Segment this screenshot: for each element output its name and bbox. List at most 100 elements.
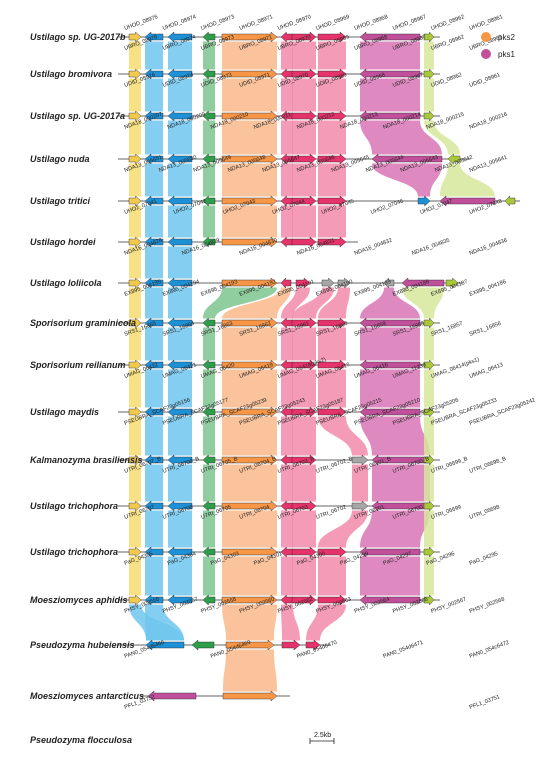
homology-band xyxy=(318,78,346,112)
gene-arrow xyxy=(291,454,317,466)
species-name: Sporisorium graminicola xyxy=(30,318,136,328)
gene-arrow xyxy=(317,153,347,165)
homology-band xyxy=(168,205,192,238)
homology-band xyxy=(203,556,215,596)
homology-band xyxy=(318,369,346,408)
gene-arrow xyxy=(291,359,317,371)
homology-band xyxy=(168,464,192,502)
gene-arrow xyxy=(202,454,216,466)
gene-locus-tag: UHOD_08970 xyxy=(277,14,312,32)
gene-arrow xyxy=(202,110,216,122)
scale-bar: 2.5kb xyxy=(309,732,335,744)
gene-arrow xyxy=(423,500,435,512)
homology-band xyxy=(292,556,316,596)
homology-band xyxy=(223,649,277,692)
gene-arrow xyxy=(423,31,435,43)
homology-band xyxy=(129,246,141,279)
homology-band xyxy=(318,510,368,548)
homology-band xyxy=(222,556,277,596)
homology-band xyxy=(281,556,293,596)
species-name: Ustilago hordei xyxy=(30,237,96,247)
homology-band xyxy=(360,369,420,408)
legend-swatch-pks2 xyxy=(481,32,491,42)
homology-band xyxy=(222,369,277,408)
homology-band xyxy=(281,205,293,238)
gene-locus-tag: PaG_04295 xyxy=(469,551,499,567)
homology-band xyxy=(306,604,346,641)
homology-band xyxy=(318,205,346,238)
gene-arrow xyxy=(359,546,421,558)
gene-arrow xyxy=(144,317,164,329)
homology-band xyxy=(145,287,163,319)
homology-band xyxy=(129,287,141,319)
homology-band xyxy=(360,510,430,548)
homology-band xyxy=(168,163,192,197)
homology-band xyxy=(129,510,141,548)
gene-arrow xyxy=(144,277,164,289)
gene-arrow xyxy=(317,594,347,606)
homology-band xyxy=(292,327,316,361)
gene-arrow xyxy=(401,277,445,289)
homology-band xyxy=(203,163,215,197)
gene-arrow xyxy=(144,153,164,165)
homology-band xyxy=(292,369,316,408)
gene-arrow xyxy=(423,406,435,418)
homology-band xyxy=(129,205,141,238)
gene-arrow xyxy=(447,153,461,165)
gene-arrow xyxy=(128,500,142,512)
gene-arrow xyxy=(202,546,216,558)
homology-band xyxy=(129,41,141,70)
gene-arrow xyxy=(144,68,164,80)
gene-arrow xyxy=(144,359,164,371)
gene-arrow xyxy=(291,594,317,606)
homology-band xyxy=(129,416,141,456)
species-name: Ustilago loliicola xyxy=(30,278,102,288)
gene-locus-tag: PSEUBRA_SCAF23g05233 xyxy=(430,397,498,426)
gene-arrow xyxy=(221,454,278,466)
gene-arrow xyxy=(202,153,216,165)
gene-arrow xyxy=(167,277,193,289)
homology-band xyxy=(145,120,163,155)
homology-band xyxy=(203,120,215,155)
homology-band xyxy=(203,41,215,70)
homology-band xyxy=(292,287,334,319)
gene-arrow xyxy=(128,153,142,165)
gene-arrow xyxy=(221,594,278,606)
homology-band xyxy=(281,163,293,197)
gene-arrow xyxy=(202,195,216,207)
homology-band xyxy=(318,556,346,596)
homology-band xyxy=(168,369,192,408)
gene-arrow xyxy=(167,68,193,80)
homology-band xyxy=(360,327,420,361)
gene-arrow xyxy=(128,68,142,80)
gene-arrow xyxy=(371,454,431,466)
gene-locus-tag: NDA16_004836 xyxy=(469,238,508,257)
gene-locus-tag: UHOD_08961 xyxy=(469,14,504,32)
homology-band xyxy=(424,416,434,456)
gene-arrow xyxy=(202,406,216,418)
gene-arrow xyxy=(221,236,278,248)
gene-locus-tag: UHOD_08967 xyxy=(392,14,427,32)
gene-locus-tag: UHOD_08968 xyxy=(354,14,389,32)
gene-locus-tag: UDID_08961 xyxy=(469,72,501,89)
homology-band xyxy=(292,464,316,502)
gene-arrow xyxy=(167,317,193,329)
gene-arrow xyxy=(128,195,142,207)
homology-band xyxy=(222,327,277,361)
homology-band xyxy=(203,464,215,502)
gene-arrow xyxy=(371,500,431,512)
homology-band xyxy=(281,416,293,456)
homology-band xyxy=(203,510,215,548)
gene-arrow xyxy=(167,195,193,207)
homology-band xyxy=(292,41,316,70)
gene-arrow xyxy=(291,546,317,558)
homology-band xyxy=(129,464,141,502)
gene-arrow xyxy=(305,639,321,651)
homology-band xyxy=(129,78,141,112)
homology-band xyxy=(318,287,350,319)
gene-arrow xyxy=(359,68,421,80)
homology-band xyxy=(318,416,368,456)
homology-band xyxy=(424,120,460,155)
gene-arrow xyxy=(221,359,278,371)
homology-band xyxy=(129,120,141,155)
